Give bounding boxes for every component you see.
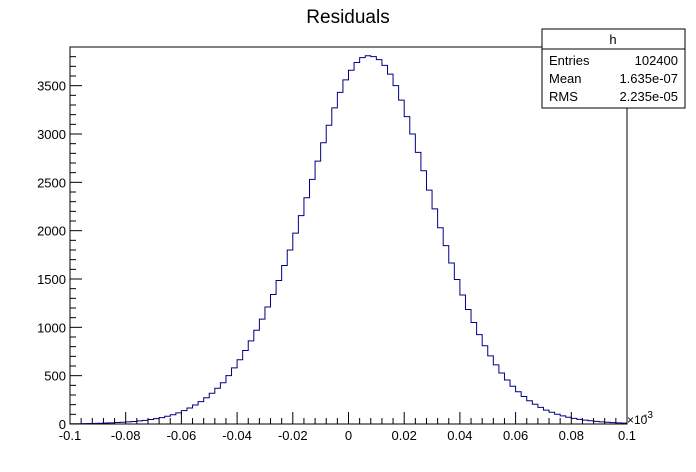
x-axis-multiplier: ×10 -3	[627, 410, 653, 427]
x-tick-label: 0.02	[392, 428, 417, 443]
x-axis: -0.1 -0.08 -0.06 -0.04 -0.02 0 0.02 0.04 0.06 0.0…	[59, 412, 636, 443]
x-tick-label: -0.04	[222, 428, 252, 443]
y-tick-label: 500	[44, 369, 66, 384]
x-multiplier-exponent: -3	[644, 410, 653, 421]
x-tick-label: -0.02	[278, 428, 308, 443]
x-tick-label: -0.1	[59, 428, 81, 443]
stats-entries-value: 102400	[635, 53, 678, 68]
stats-box-frame	[541, 28, 686, 109]
x-tick-label: 0.06	[503, 428, 528, 443]
x-tick-label: -0.08	[111, 428, 141, 443]
x-tick-label: 0.04	[447, 428, 472, 443]
histogram-series	[70, 55, 627, 425]
y-axis: 0 500 1000 1500 2000 2500 3000 3500	[37, 46, 82, 432]
stats-mean-label: Mean	[549, 71, 582, 86]
stats-rms-value: 2.235e-05	[619, 89, 678, 104]
stats-rms-label: RMS	[549, 89, 578, 104]
stats-entries-label: Entries	[549, 53, 590, 68]
y-tick-label: 1000	[37, 320, 66, 335]
x-tick-label: 0	[345, 428, 352, 443]
y-tick-label: 3500	[37, 79, 66, 94]
x-tick-label: 0.08	[559, 428, 584, 443]
y-tick-label: 0	[59, 417, 66, 432]
y-tick-label: 1500	[37, 272, 66, 287]
y-tick-label: 2500	[37, 175, 66, 190]
y-tick-label: 2000	[37, 224, 66, 239]
stats-mean-value: 1.635e-07	[619, 71, 678, 86]
stats-header: h	[609, 32, 616, 47]
stats-box: h Entries 102400 Mean 1.635e-07 RMS 2.23…	[541, 28, 686, 109]
x-tick-label: 0.1	[618, 428, 636, 443]
chart-title: Residuals	[306, 7, 389, 28]
x-tick-label: -0.06	[167, 428, 197, 443]
y-tick-label: 3000	[37, 127, 66, 142]
x-multiplier-base: ×10	[627, 413, 648, 427]
